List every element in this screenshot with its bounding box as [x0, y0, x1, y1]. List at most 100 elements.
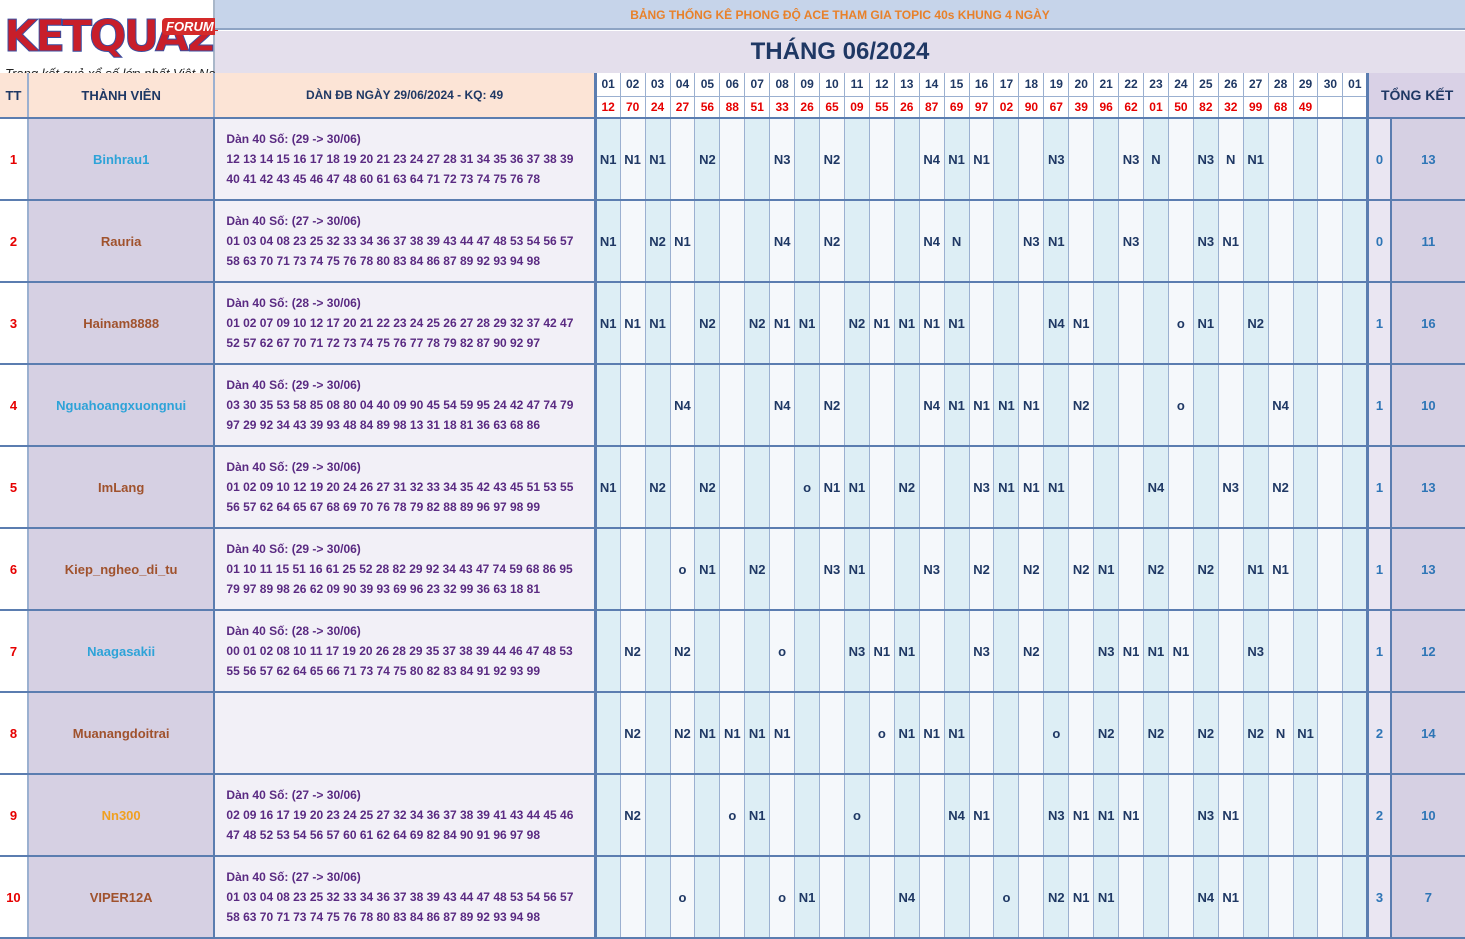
day-mark: N4	[919, 118, 945, 201]
day-mark	[595, 692, 621, 775]
day-mark: N1	[869, 610, 895, 693]
day-mark	[1317, 774, 1344, 857]
number-set-line: 52 57 62 67 70 71 72 73 74 75 76 77 78 7…	[226, 336, 541, 350]
day-mark	[819, 692, 845, 775]
day-mark	[719, 364, 746, 447]
day-mark	[1268, 200, 1294, 283]
day-mark	[1093, 200, 1120, 283]
day-mark	[1293, 118, 1319, 201]
day-mark: N3	[1043, 774, 1070, 857]
day-mark	[969, 692, 995, 775]
day-mark	[744, 118, 771, 201]
summary-hits: 0	[1366, 200, 1391, 283]
day-mark: N3	[769, 118, 796, 201]
day-mark	[670, 118, 696, 201]
day-mark	[1317, 200, 1344, 283]
day-mark	[1293, 856, 1319, 939]
day-mark: N3	[919, 528, 945, 611]
day-result: 68	[1268, 96, 1294, 119]
day-mark	[1068, 610, 1095, 693]
member-name[interactable]: Nn300	[27, 774, 216, 857]
member-row: 8 Muanangdoitrai N2 N2 N1 N1 N1 N1 o N1 N1 N1 o N2 N2 N…	[0, 692, 1465, 775]
day-mark: N1	[869, 282, 895, 365]
day-mark	[1068, 200, 1095, 283]
day-mark: N3	[844, 610, 870, 693]
day-mark	[1293, 774, 1319, 857]
ketqua2-logo[interactable]: KETQUA2 FORUM Trang kết quả xổ số lớn nh…	[0, 0, 226, 84]
member-name[interactable]: Rauria	[27, 200, 216, 283]
day-mark: o	[769, 610, 796, 693]
number-set-line: Dàn 40 Số: (29 -> 30/06)	[226, 378, 361, 392]
day-mark: N1	[595, 446, 621, 529]
day-header: 10	[819, 73, 845, 97]
day-mark: N1	[595, 118, 621, 201]
member-row: 10 VIPER12A Dàn 40 Số: (27 -> 30/06) 01 03 …	[0, 856, 1465, 939]
day-mark	[645, 856, 671, 939]
day-mark	[620, 200, 646, 283]
day-header: 14	[919, 73, 945, 97]
day-mark	[869, 364, 895, 447]
day-mark	[944, 528, 970, 611]
summary-hits: 0	[1366, 118, 1391, 201]
day-mark: N1	[1218, 774, 1244, 857]
summary-hits: 1	[1366, 528, 1391, 611]
member-name[interactable]: ImLang	[27, 446, 216, 529]
member-row: 6 Kiep_ngheo_di_tu Dàn 40 Số: (29 -> 30/06…	[0, 528, 1465, 611]
day-mark: N3	[1018, 200, 1045, 283]
day-mark	[1268, 118, 1294, 201]
day-mark	[869, 856, 895, 939]
day-mark	[1243, 446, 1269, 529]
number-set-line: 01 02 07 09 10 12 17 20 21 22 23 24 25 2…	[226, 316, 574, 330]
row-number: 1	[0, 118, 29, 201]
col-header-tt: TT	[0, 73, 29, 119]
day-mark	[1293, 528, 1319, 611]
day-mark	[694, 856, 721, 939]
day-mark	[894, 364, 920, 447]
day-mark: N1	[1293, 692, 1319, 775]
day-mark: N2	[694, 282, 721, 365]
member-name[interactable]: Naagasakii	[27, 610, 216, 693]
day-mark	[869, 118, 895, 201]
day-mark	[1218, 610, 1244, 693]
member-number-set: Dàn 40 Số: (28 -> 30/06) 01 02 07 09 10 1…	[214, 282, 597, 365]
day-mark	[869, 528, 895, 611]
member-name[interactable]: Hainam8888	[27, 282, 216, 365]
day-mark	[1118, 446, 1145, 529]
member-name[interactable]: Nguahoangxuongnui	[27, 364, 216, 447]
day-mark	[1193, 610, 1219, 693]
day-mark	[769, 446, 796, 529]
member-name[interactable]: VIPER12A	[27, 856, 216, 939]
day-header: 23	[1143, 73, 1169, 97]
member-number-set: Dàn 40 Số: (27 -> 30/06) 01 03 04 08 23 2…	[214, 856, 597, 939]
member-name[interactable]: Muanangdoitrai	[27, 692, 216, 775]
row-number: 7	[0, 610, 29, 693]
member-name[interactable]: Binhrau1	[27, 118, 216, 201]
day-mark: N1	[1193, 282, 1219, 365]
day-mark: N2	[894, 446, 920, 529]
day-mark: N3	[1118, 118, 1145, 201]
day-mark: o	[844, 774, 870, 857]
day-mark: N4	[1268, 364, 1294, 447]
day-mark: N1	[620, 282, 646, 365]
day-mark	[1068, 118, 1095, 201]
summary-total: 10	[1389, 364, 1465, 447]
day-mark	[1342, 446, 1369, 529]
day-mark	[1143, 856, 1169, 939]
day-mark	[1268, 856, 1294, 939]
day-mark: N1	[1068, 282, 1095, 365]
summary-hits: 2	[1366, 692, 1391, 775]
day-mark	[993, 528, 1020, 611]
day-mark: N4	[1043, 282, 1070, 365]
day-mark: N1	[1118, 774, 1145, 857]
day-mark: N2	[645, 446, 671, 529]
day-mark	[819, 856, 845, 939]
day-mark: N2	[1093, 692, 1120, 775]
day-mark: N2	[645, 200, 671, 283]
row-number: 9	[0, 774, 29, 857]
member-name[interactable]: Kiep_ngheo_di_tu	[27, 528, 216, 611]
number-set-line: Dàn 40 Số: (27 -> 30/06)	[226, 788, 361, 802]
day-mark	[993, 118, 1020, 201]
day-mark	[1243, 364, 1269, 447]
day-mark	[1342, 692, 1369, 775]
col-header-dan: DÀN ĐB NGÀY 29/06/2024 - KQ: 49	[214, 73, 597, 119]
